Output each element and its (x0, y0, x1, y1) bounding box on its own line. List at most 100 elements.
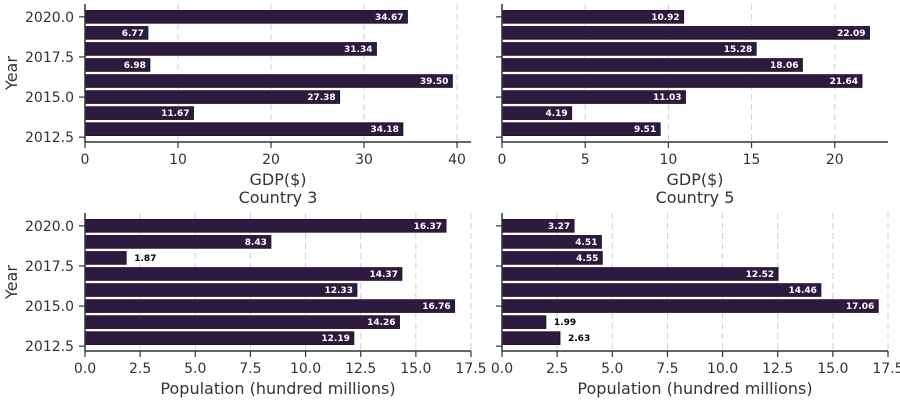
bar (84, 235, 272, 249)
bar (84, 331, 355, 345)
bar-value-label: 4.55 (576, 254, 598, 264)
x-tick-label: 12.5 (762, 361, 793, 377)
bar-value-label: 14.26 (367, 318, 395, 328)
x-tick-label: 17.5 (455, 361, 486, 377)
x-axis-label: GDP($) (666, 170, 723, 189)
bar-value-label: 12.33 (324, 286, 352, 296)
chart-panel-1: 34.18 11.67 27.38 39.50 6.98 31.34 6.77 34.67 0 1… (2, 4, 471, 189)
bar (501, 267, 779, 281)
x-tick-label: 10 (659, 152, 677, 168)
x-tick-label: 15 (743, 152, 761, 168)
bar (84, 251, 127, 265)
bar (501, 58, 803, 72)
bar (84, 42, 377, 56)
x-tick-label: 30 (355, 152, 373, 168)
y-tick-label: 2015.0 (25, 299, 74, 315)
bar (501, 42, 757, 56)
y-tick-label: 2012.5 (25, 130, 74, 146)
bar-value-label: 11.67 (161, 109, 189, 119)
x-tick-label: 12.5 (345, 361, 376, 377)
panel-title: Country 3 (239, 188, 318, 207)
x-tick-label: 5.0 (601, 361, 623, 377)
bar-value-label: 16.76 (422, 302, 450, 312)
bar-value-label: 4.19 (545, 109, 567, 119)
bar-value-label: 22.09 (837, 29, 865, 39)
bar-value-label: 3.27 (548, 222, 570, 232)
bar-value-label: 12.19 (321, 334, 349, 344)
chart-panel-2: 9.51 4.19 11.03 21.64 18.06 15.28 22.09 10.92 0 5… (496, 4, 888, 189)
x-tick-label: 5 (581, 152, 590, 168)
x-tick-label: 15.0 (817, 361, 848, 377)
bar (84, 283, 358, 297)
bar-value-label: 12.52 (746, 270, 774, 280)
x-tick-label: 10.0 (290, 361, 321, 377)
y-axis-label: Year (2, 56, 21, 91)
y-axis-label: Year (2, 265, 21, 300)
bar-value-label: 34.18 (370, 125, 398, 135)
bar-value-label: 16.37 (414, 222, 442, 232)
bar (501, 74, 863, 88)
bar-value-label: 34.67 (375, 13, 403, 23)
y-tick-label: 2020.0 (25, 10, 74, 26)
bar (501, 26, 870, 40)
y-tick-label: 2020.0 (25, 219, 74, 235)
x-tick-label: 20 (262, 152, 280, 168)
bar-value-label: 11.03 (653, 93, 681, 103)
bar (84, 74, 453, 88)
bar-value-label: 1.87 (134, 254, 156, 264)
bar-value-label: 1.99 (554, 318, 576, 328)
chart-panel-4: 2.63 1.99 17.06 14.46 12.52 4.55 4.51 3.27 0.0 2.… (491, 188, 900, 398)
bar-value-label: 39.50 (420, 77, 448, 87)
x-tick-label: 0.0 (74, 361, 96, 377)
x-tick-label: 0.0 (491, 361, 513, 377)
bar-value-label: 18.06 (770, 61, 798, 71)
x-axis-label: Population (hundred millions) (160, 379, 395, 398)
x-tick-label: 7.5 (656, 361, 678, 377)
bar (84, 315, 400, 329)
bar-value-label: 27.38 (307, 93, 335, 103)
bar-value-label: 9.51 (634, 125, 656, 135)
bar-value-label: 10.92 (651, 13, 679, 23)
bar (501, 315, 547, 329)
y-tick-label: 2015.0 (25, 90, 74, 106)
bar-value-label: 15.28 (724, 45, 752, 55)
bar-value-label: 17.06 (846, 302, 874, 312)
x-tick-label: 7.5 (239, 361, 261, 377)
x-tick-label: 5.0 (184, 361, 206, 377)
x-tick-label: 15.0 (400, 361, 431, 377)
bar-value-label: 4.51 (575, 238, 597, 248)
x-axis-label: GDP($) (249, 170, 306, 189)
x-tick-label: 10.0 (707, 361, 738, 377)
x-tick-label: 2.5 (546, 361, 568, 377)
bar-value-label: 8.43 (245, 238, 267, 248)
bar (501, 299, 879, 313)
x-tick-label: 20 (826, 152, 844, 168)
x-tick-label: 2.5 (129, 361, 151, 377)
bar (84, 90, 341, 104)
y-tick-label: 2012.5 (25, 339, 74, 355)
bar-value-label: 2.63 (568, 334, 590, 344)
x-axis-label: Population (hundred millions) (577, 379, 812, 398)
bar-value-label: 21.64 (830, 77, 858, 87)
y-tick-label: 2017.5 (25, 50, 74, 66)
x-tick-label: 0 (498, 152, 507, 168)
y-tick-label: 2017.5 (25, 259, 74, 275)
x-tick-label: 0 (81, 152, 90, 168)
x-tick-label: 17.5 (872, 361, 900, 377)
x-tick-label: 10 (169, 152, 187, 168)
chart-panel-3: 12.19 14.26 16.76 12.33 14.37 1.87 8.43 16.37 0.… (2, 188, 487, 398)
bar (501, 283, 822, 297)
bar-value-label: 14.46 (788, 286, 816, 296)
bar (501, 331, 561, 345)
bar-value-label: 6.77 (122, 29, 144, 39)
bar-value-label: 6.98 (124, 61, 146, 71)
bar (84, 122, 404, 136)
panel-title: Country 5 (656, 188, 735, 207)
bar-value-label: 31.34 (344, 45, 372, 55)
bar (84, 219, 447, 233)
bar (84, 299, 456, 313)
bar (84, 267, 403, 281)
bar (84, 10, 408, 24)
x-tick-label: 40 (448, 152, 466, 168)
